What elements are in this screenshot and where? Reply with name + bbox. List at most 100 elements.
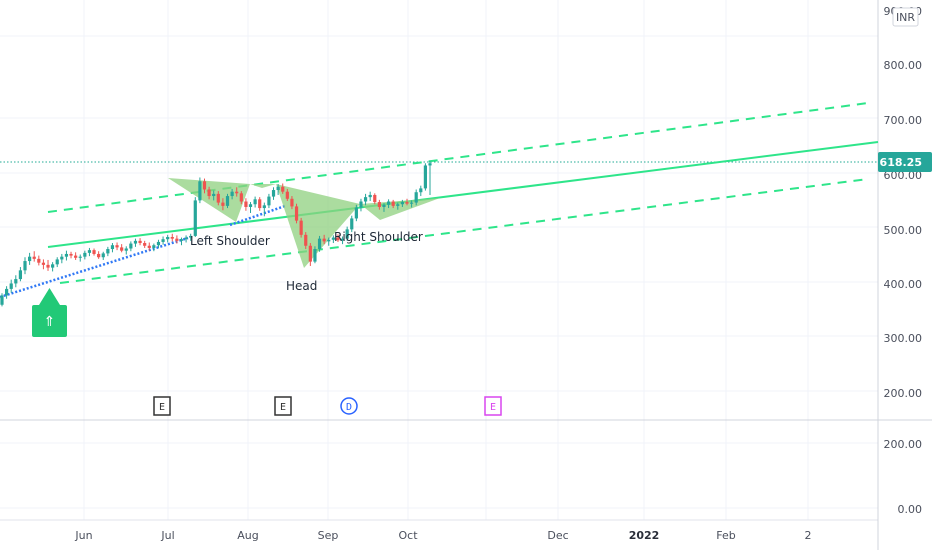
currency-label: INR [896, 11, 915, 24]
neck-shape [250, 184, 276, 188]
price-tick-label: 700.00 [884, 114, 923, 127]
candle-body [386, 201, 391, 205]
time-tick-label: Jul [160, 529, 174, 542]
candle-body [363, 197, 368, 202]
candle-body [14, 279, 18, 284]
candle-body [308, 245, 312, 262]
candle-body [322, 238, 326, 242]
event-marker-earnings: E [484, 396, 502, 416]
candle-body [230, 191, 234, 197]
time-tick-label: Aug [237, 529, 258, 542]
candle-body [60, 256, 64, 260]
candle-body [400, 202, 404, 205]
candle-body [258, 199, 262, 209]
time-tick-label: 2022 [629, 529, 660, 542]
candle-body [350, 218, 354, 230]
candle-body [207, 189, 211, 197]
candle-body [161, 239, 165, 242]
channel-lower-line [59, 178, 869, 284]
earnings-icon [484, 396, 502, 416]
candle-body [409, 202, 414, 204]
candle-body [382, 204, 386, 207]
candle-body [51, 264, 55, 268]
head-label: Head [286, 279, 317, 293]
volume-tick-label: 0.00 [898, 503, 923, 516]
candle-body [336, 237, 340, 241]
candle-body [281, 186, 285, 192]
buy-signal-box [32, 305, 67, 337]
last-price-label: 618.25 [880, 156, 922, 169]
price-tick-label: 800.00 [884, 59, 923, 72]
right-shoulder-shape [360, 198, 440, 220]
last-price-tag: 618.25 [878, 152, 932, 172]
candle-body [87, 250, 92, 253]
candle-body [166, 237, 170, 240]
candle-body [28, 256, 32, 262]
candle-body [317, 238, 322, 250]
price-tick-label: 300.00 [884, 332, 923, 345]
candle-body [239, 193, 243, 202]
candle-body [253, 199, 257, 205]
time-tick-label: Feb [716, 529, 735, 542]
time-tick-label: Oct [398, 529, 418, 542]
candle-body [244, 201, 248, 207]
candle-body [101, 253, 105, 258]
candle-body [198, 181, 202, 201]
candle-body [5, 288, 9, 296]
candle-body [304, 234, 308, 246]
candle-body [92, 250, 96, 254]
candle-body [78, 256, 82, 258]
candle-body [37, 258, 41, 263]
candle-body [373, 194, 377, 203]
candle-body [248, 204, 253, 207]
event-marker-earnings: E [153, 396, 171, 416]
candle-body [106, 249, 110, 254]
time-axis: Jun Jul Aug Sep Oct Dec 2022 Feb 2 [74, 529, 811, 542]
candle-body [83, 252, 87, 257]
candle-body [120, 247, 124, 251]
candle-body [9, 283, 13, 289]
time-tick-label: Jun [74, 529, 92, 542]
candle-body [294, 206, 299, 221]
candle-body [271, 190, 276, 197]
last-price-box [878, 152, 932, 172]
event-marker-earnings: E [274, 396, 292, 416]
candle-body [32, 256, 36, 259]
candle-body [368, 194, 372, 198]
support-trendline [0, 236, 189, 299]
candle-body [156, 241, 161, 246]
support-trendline-2 [229, 204, 286, 227]
dividend-icon [340, 397, 358, 415]
candle-body [184, 237, 188, 240]
left-shoulder-label: Left Shoulder [190, 234, 270, 248]
candle-body [193, 200, 197, 236]
candle-body [0, 295, 4, 305]
event-marker-label: E [490, 402, 496, 413]
candle-body [331, 237, 335, 240]
labels-layer: Left Shoulder Head Right Shoulder [190, 230, 423, 293]
candle-body [202, 181, 207, 190]
candle-body [405, 202, 409, 204]
candle-body [345, 229, 349, 239]
event-marker-label: E [159, 402, 165, 413]
buy-signal: ⇑ [32, 288, 67, 337]
candle-body [428, 163, 432, 166]
price-tick-label: 400.00 [884, 278, 923, 291]
candle-body [124, 248, 128, 251]
candle-body [152, 245, 156, 248]
candle-body [299, 220, 303, 235]
channel-upper-line [47, 102, 869, 213]
candle-body [216, 193, 220, 203]
earnings-icon [153, 396, 171, 416]
candle-body [189, 235, 193, 238]
price-tick-label: 500.00 [884, 224, 923, 237]
candle-body [129, 243, 133, 249]
currency-box [892, 7, 919, 27]
candle-body [110, 245, 115, 250]
candle-body [69, 253, 73, 256]
candle-body [46, 264, 50, 268]
event-marker-label: D [346, 402, 352, 413]
